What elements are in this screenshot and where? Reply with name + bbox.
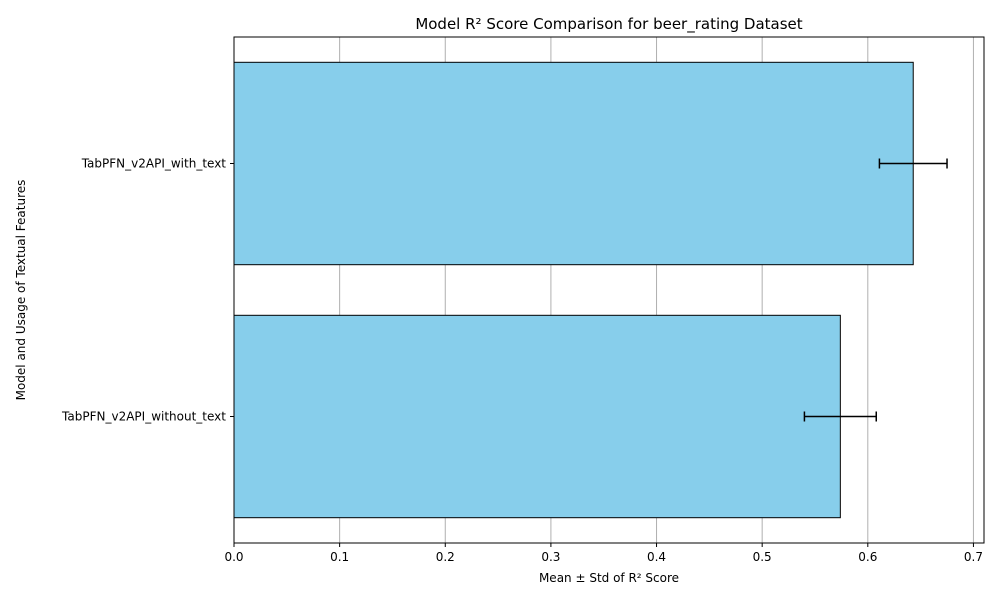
chart-title: Model R² Score Comparison for beer_ratin… (415, 15, 802, 34)
x-axis-label: Mean ± Std of R² Score (539, 571, 679, 585)
y-axis-label: Model and Usage of Textual Features (14, 180, 28, 401)
x-tick-label: 0.1 (330, 550, 349, 564)
x-tick-label: 0.2 (436, 550, 455, 564)
x-tick-label: 0.5 (753, 550, 772, 564)
x-tick-label: 0.7 (964, 550, 983, 564)
bar (233, 314, 841, 519)
bar (233, 61, 914, 266)
x-tick-label: 0.3 (541, 550, 560, 564)
y-tick-label: TabPFN_v2API_with_text (81, 157, 227, 171)
error-bars (803, 158, 948, 422)
y-ticks: TabPFN_v2API_with_text TabPFN_v2API_witho… (61, 157, 234, 424)
x-tick-label: 0.6 (858, 550, 877, 564)
x-tick-label: 0.0 (224, 550, 243, 564)
bars (233, 61, 914, 519)
x-tick-label: 0.4 (647, 550, 666, 564)
axes-frame (233, 36, 985, 544)
x-ticks: 0.0 0.1 0.2 0.3 0.4 0.5 0.6 0.7 (224, 543, 983, 564)
y-tick-label: TabPFN_v2API_without_text (61, 410, 226, 424)
